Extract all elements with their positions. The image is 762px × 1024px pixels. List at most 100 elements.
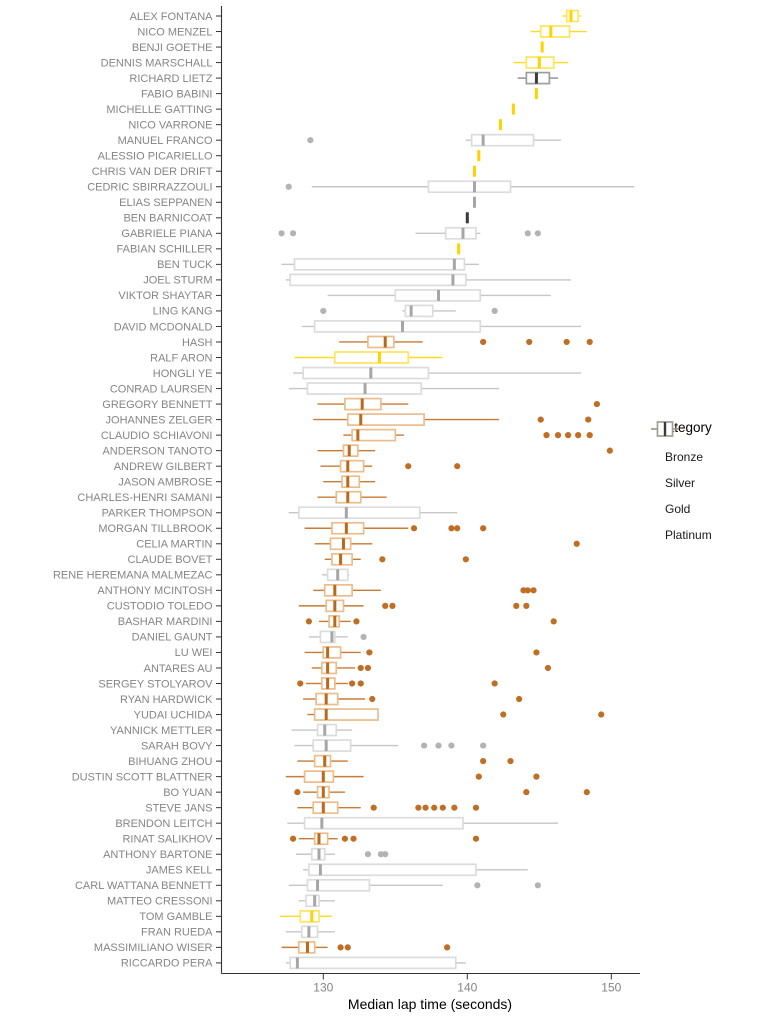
iqr-box [289, 956, 457, 970]
boxplot-row [324, 552, 469, 566]
iqr-box [313, 708, 379, 721]
outlier-point [491, 680, 498, 687]
boxplot-row [313, 413, 592, 426]
iqr-box [306, 878, 371, 892]
y-axis-label: RICHARD LIETZ [129, 73, 212, 85]
y-axis-label: ANTHONY BARTONE [103, 849, 212, 861]
iqr-box [297, 506, 421, 520]
iqr-box [351, 428, 397, 442]
y-axis-label: DENNIS MARSCHALL [101, 57, 213, 69]
boxplot-row [285, 180, 635, 194]
iqr-box [303, 816, 464, 830]
outlier-point [472, 835, 480, 842]
outlier-point [524, 230, 531, 237]
boxplot-row [298, 894, 335, 908]
boxplot-row [307, 708, 605, 721]
outlier-point [357, 680, 364, 687]
boxplot-row [280, 909, 332, 923]
outlier-point [305, 618, 312, 625]
outlier-point [606, 447, 613, 454]
boxplot-row [297, 677, 498, 690]
outlier-point [415, 804, 422, 811]
boxplot-row [317, 397, 601, 411]
boxplot-row [301, 320, 582, 333]
boxplot-row [307, 133, 561, 147]
y-axis-label: DUSTIN SCOTT BLATTNER [72, 771, 213, 783]
outlier-point [289, 230, 297, 237]
y-axis-label: ANDREW GILBERT [114, 461, 213, 473]
outlier-point [480, 338, 487, 346]
boxplot-row [278, 226, 541, 240]
y-axis-label: DAVID MCDONALD [114, 321, 213, 333]
y-axis-label: NICO VARRONE [128, 119, 212, 131]
boxplot-row [343, 428, 593, 442]
boxplot-row [323, 475, 376, 489]
iqr-box [316, 723, 338, 737]
boxplot-row [297, 754, 514, 768]
y-axis-label: MICHELLE GATTING [106, 104, 212, 116]
boxplot-row [293, 366, 582, 380]
outlier-point [523, 789, 530, 796]
outlier-point [431, 804, 438, 811]
y-axis-label: JAMES KELL [146, 865, 213, 877]
iqr-box [299, 909, 320, 923]
y-axis-label: DANIEL GAUNT [132, 632, 213, 644]
boxplot-row [314, 537, 580, 551]
y-axis-label: JOEL STURM [143, 275, 212, 287]
outlier-point [389, 602, 396, 609]
outlier-point [349, 680, 356, 687]
y-axis-label: MASSIMILIANO WISER [94, 942, 213, 954]
y-axis-label: SARAH BOVY [141, 740, 213, 752]
outlier-point [480, 525, 487, 532]
iqr-box [470, 133, 535, 147]
iqr-box [305, 894, 320, 908]
outlier-point [422, 804, 429, 811]
y-axis-label: GABRIELE PIANA [121, 228, 213, 240]
outlier-point [364, 664, 372, 672]
y-axis-label: SERGEY STOLYAROV [98, 678, 213, 690]
outlier-point [379, 556, 386, 563]
outlier-point [297, 680, 304, 687]
outlier-point [475, 773, 482, 780]
outlier-point [366, 649, 373, 656]
boxplot-row [317, 490, 387, 504]
iqr-box [333, 351, 410, 364]
boxplot-row [517, 71, 559, 85]
iqr-box [308, 863, 477, 877]
x-tick-label: 140 [457, 981, 477, 995]
boxplot-row [289, 832, 480, 846]
outlier-point [526, 338, 533, 346]
y-axis-label: CUSTODIO TOLEDO [107, 601, 213, 613]
outlier-point [523, 602, 530, 609]
boxplot-row [530, 25, 587, 38]
boxplot-row [339, 335, 593, 349]
boxplot-row [303, 692, 523, 706]
boxplot-row [305, 615, 557, 628]
x-tick-label: 150 [601, 981, 621, 995]
outlier-point [448, 742, 455, 749]
y-axis-label: RINAT SALIKHOV [122, 834, 213, 846]
boxplot-row [297, 801, 480, 815]
iqr-box [319, 630, 336, 644]
y-axis-label: YUDAI UCHIDA [134, 709, 214, 721]
outlier-point [513, 602, 520, 609]
legend-items: Bronze Silver Gold Platinum [650, 421, 762, 548]
legend-label: Gold [665, 502, 691, 516]
y-axis-label: RALF ARON [150, 352, 212, 364]
outlier-point [585, 416, 592, 423]
outlier-point [598, 711, 605, 718]
outlier-point [307, 137, 314, 144]
outlier-point [344, 944, 351, 951]
outlier-point [507, 758, 514, 765]
boxplot-row [295, 847, 389, 861]
iqr-box [427, 180, 512, 194]
boxplot-row [311, 661, 552, 675]
outlier-point [534, 882, 541, 889]
outlier-point [278, 230, 285, 237]
y-axis-label: CARL WATTANA BENNETT [75, 880, 213, 892]
iqr-box [289, 273, 467, 287]
y-axis-label: RENE HEREMANA MALMEZAC [53, 570, 213, 582]
legend-item-platinum: Platinum [651, 421, 762, 548]
outlier-point [534, 230, 541, 237]
